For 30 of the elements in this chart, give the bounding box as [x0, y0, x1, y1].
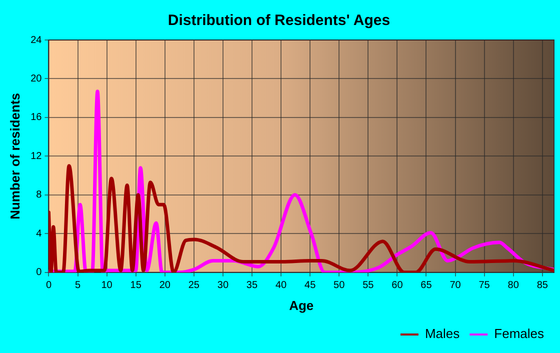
x-tick-label: 10 — [101, 280, 113, 292]
x-tick-label: 75 — [478, 280, 490, 292]
x-tick-label: 15 — [130, 280, 142, 292]
x-tick-label: 0 — [46, 280, 52, 292]
x-tick-label: 5 — [74, 280, 81, 292]
x-tick-label: 60 — [392, 280, 404, 292]
x-tick-label: 85 — [536, 280, 548, 292]
x-tick-label: 20 — [159, 280, 171, 292]
x-tick-label: 50 — [334, 280, 346, 292]
x-tick-label: 30 — [217, 280, 229, 292]
chart-title: Distribution of Residents' Ages — [168, 12, 390, 30]
x-tick-label: 55 — [362, 280, 374, 292]
x-tick-label: 40 — [275, 280, 288, 292]
y-tick-label: 0 — [36, 267, 42, 278]
y-tick-label: 12 — [30, 150, 42, 162]
x-tick-label: 35 — [246, 280, 258, 292]
y-axis-title: Number of residents — [7, 92, 22, 220]
y-tick-label: 24 — [30, 34, 42, 46]
x-tick-label: 65 — [420, 280, 432, 292]
legend-label: Females — [494, 326, 544, 342]
y-tick-label: 16 — [30, 112, 42, 124]
x-tick-label: 25 — [188, 280, 200, 292]
x-axis-title: Age — [289, 298, 314, 313]
legend-label: Males — [424, 326, 460, 342]
y-tick-label: 8 — [36, 190, 42, 201]
y-tick-label: 20 — [30, 73, 42, 84]
x-tick-label: 45 — [304, 280, 316, 292]
y-tick-label: 4 — [36, 228, 42, 240]
x-tick-label: 80 — [508, 280, 520, 292]
x-tick-label: 70 — [450, 280, 462, 292]
